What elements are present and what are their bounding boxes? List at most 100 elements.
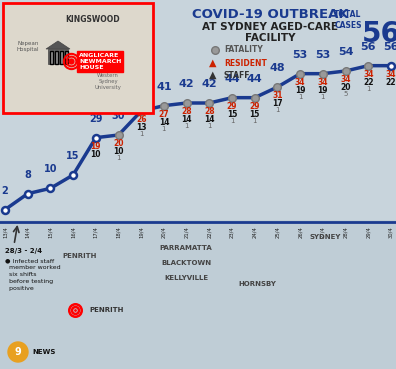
Text: 14: 14 [181,115,192,124]
Text: 53: 53 [293,50,308,60]
Text: Western
Sydney
University: Western Sydney University [95,73,122,90]
Text: 56: 56 [362,20,396,48]
Text: 34: 34 [363,70,373,79]
Text: ▲: ▲ [209,58,217,68]
Text: 27: 27 [159,110,169,119]
Text: 41: 41 [156,82,172,92]
FancyBboxPatch shape [65,51,67,64]
Text: 1: 1 [185,123,189,129]
Text: 21/4: 21/4 [184,226,189,238]
Text: 28/3 - 2/4: 28/3 - 2/4 [5,248,42,254]
FancyBboxPatch shape [59,51,63,64]
Text: 1: 1 [207,123,211,129]
Text: 24/4: 24/4 [252,226,257,238]
Text: ▲: ▲ [209,70,217,80]
Text: HORNSBY: HORNSBY [238,281,276,287]
Text: 10: 10 [44,164,57,174]
Text: 17: 17 [272,99,283,108]
Text: 13: 13 [136,123,147,132]
Text: 29: 29 [89,114,103,124]
Text: 23/4: 23/4 [230,226,234,238]
Text: 1: 1 [162,126,166,132]
Text: 54: 54 [338,47,353,57]
FancyBboxPatch shape [48,49,68,64]
Text: 20/4: 20/4 [162,226,166,238]
Text: 1: 1 [139,131,143,137]
Text: 48: 48 [270,63,285,73]
Circle shape [8,342,28,362]
Text: 19: 19 [91,142,101,151]
Text: PARRAMATTA: PARRAMATTA [160,245,213,251]
Text: 31: 31 [272,91,283,100]
Text: 15: 15 [249,110,260,119]
Text: 2: 2 [2,186,8,196]
Text: 42: 42 [202,79,217,89]
Text: 27/4: 27/4 [320,226,326,238]
Text: ANGLICARE
NEWMARCH
HOUSE: ANGLICARE NEWMARCH HOUSE [79,53,122,70]
Text: 10: 10 [113,147,124,156]
Text: 22: 22 [386,77,396,87]
Text: 44: 44 [224,74,240,84]
Text: 10: 10 [91,150,101,159]
Text: KELLYVILLE: KELLYVILLE [164,275,208,281]
Text: 16/4: 16/4 [70,226,76,238]
Text: 34: 34 [318,77,328,87]
Text: 30: 30 [112,111,125,121]
Text: 1: 1 [253,118,257,124]
Text: FACILITY: FACILITY [245,33,295,43]
Text: AT SYDNEY AGED-CARE: AT SYDNEY AGED-CARE [202,22,338,32]
Text: 14: 14 [159,118,169,127]
FancyBboxPatch shape [50,51,53,64]
Text: 13/4: 13/4 [2,226,8,238]
Text: 20: 20 [340,83,351,92]
Text: 15: 15 [227,110,237,119]
Text: 19: 19 [318,86,328,95]
Text: 1: 1 [230,118,234,124]
Text: 44: 44 [247,74,263,84]
Text: COVID-19 OUTBREAK: COVID-19 OUTBREAK [192,8,348,21]
Text: 14/4: 14/4 [25,226,30,238]
Text: 1: 1 [275,107,280,113]
Text: BLACKTOWN: BLACKTOWN [161,260,211,266]
Text: 26/4: 26/4 [298,226,303,238]
Text: 20: 20 [113,139,124,148]
Text: 1: 1 [298,94,303,100]
Text: FATALITY: FATALITY [224,45,263,55]
Text: 8: 8 [24,170,31,180]
Text: ● Infected staff
  member worked
  six shifts
  before testing
  positive: ● Infected staff member worked six shift… [5,258,61,291]
Text: 53: 53 [315,50,331,60]
Text: 29/4: 29/4 [366,226,371,238]
Text: 22/4: 22/4 [207,226,212,238]
Text: 34: 34 [386,70,396,79]
Text: 42: 42 [179,79,194,89]
Text: 19/4: 19/4 [139,226,144,238]
Text: 25/4: 25/4 [275,226,280,238]
Text: 56: 56 [360,42,376,52]
Text: 30/4: 30/4 [388,226,394,238]
Text: 15/4: 15/4 [48,226,53,238]
Text: KINGSWOOD: KINGSWOOD [66,15,120,24]
Text: 9: 9 [15,347,21,357]
Polygon shape [46,41,70,49]
Text: 29: 29 [227,102,237,111]
Text: 28: 28 [204,107,215,116]
Text: 34: 34 [295,77,305,87]
Text: PENRITH: PENRITH [62,253,96,259]
Text: 29: 29 [249,102,260,111]
Text: 15: 15 [67,151,80,161]
Text: 1: 1 [321,94,325,100]
FancyBboxPatch shape [0,220,396,369]
Text: 22: 22 [363,77,373,87]
Text: 34: 34 [340,75,351,84]
FancyBboxPatch shape [3,3,153,113]
Text: 17/4: 17/4 [93,226,98,238]
FancyBboxPatch shape [55,51,57,64]
Text: 39: 39 [133,87,149,97]
Text: 1: 1 [366,86,371,92]
Text: RESIDENT: RESIDENT [224,59,267,68]
Text: Nepean
Hospital: Nepean Hospital [17,41,39,52]
Text: 28/4: 28/4 [343,226,348,238]
Text: 28: 28 [181,107,192,116]
Text: NEWS: NEWS [32,349,55,355]
Text: TOTAL
CASES: TOTAL CASES [334,10,362,30]
